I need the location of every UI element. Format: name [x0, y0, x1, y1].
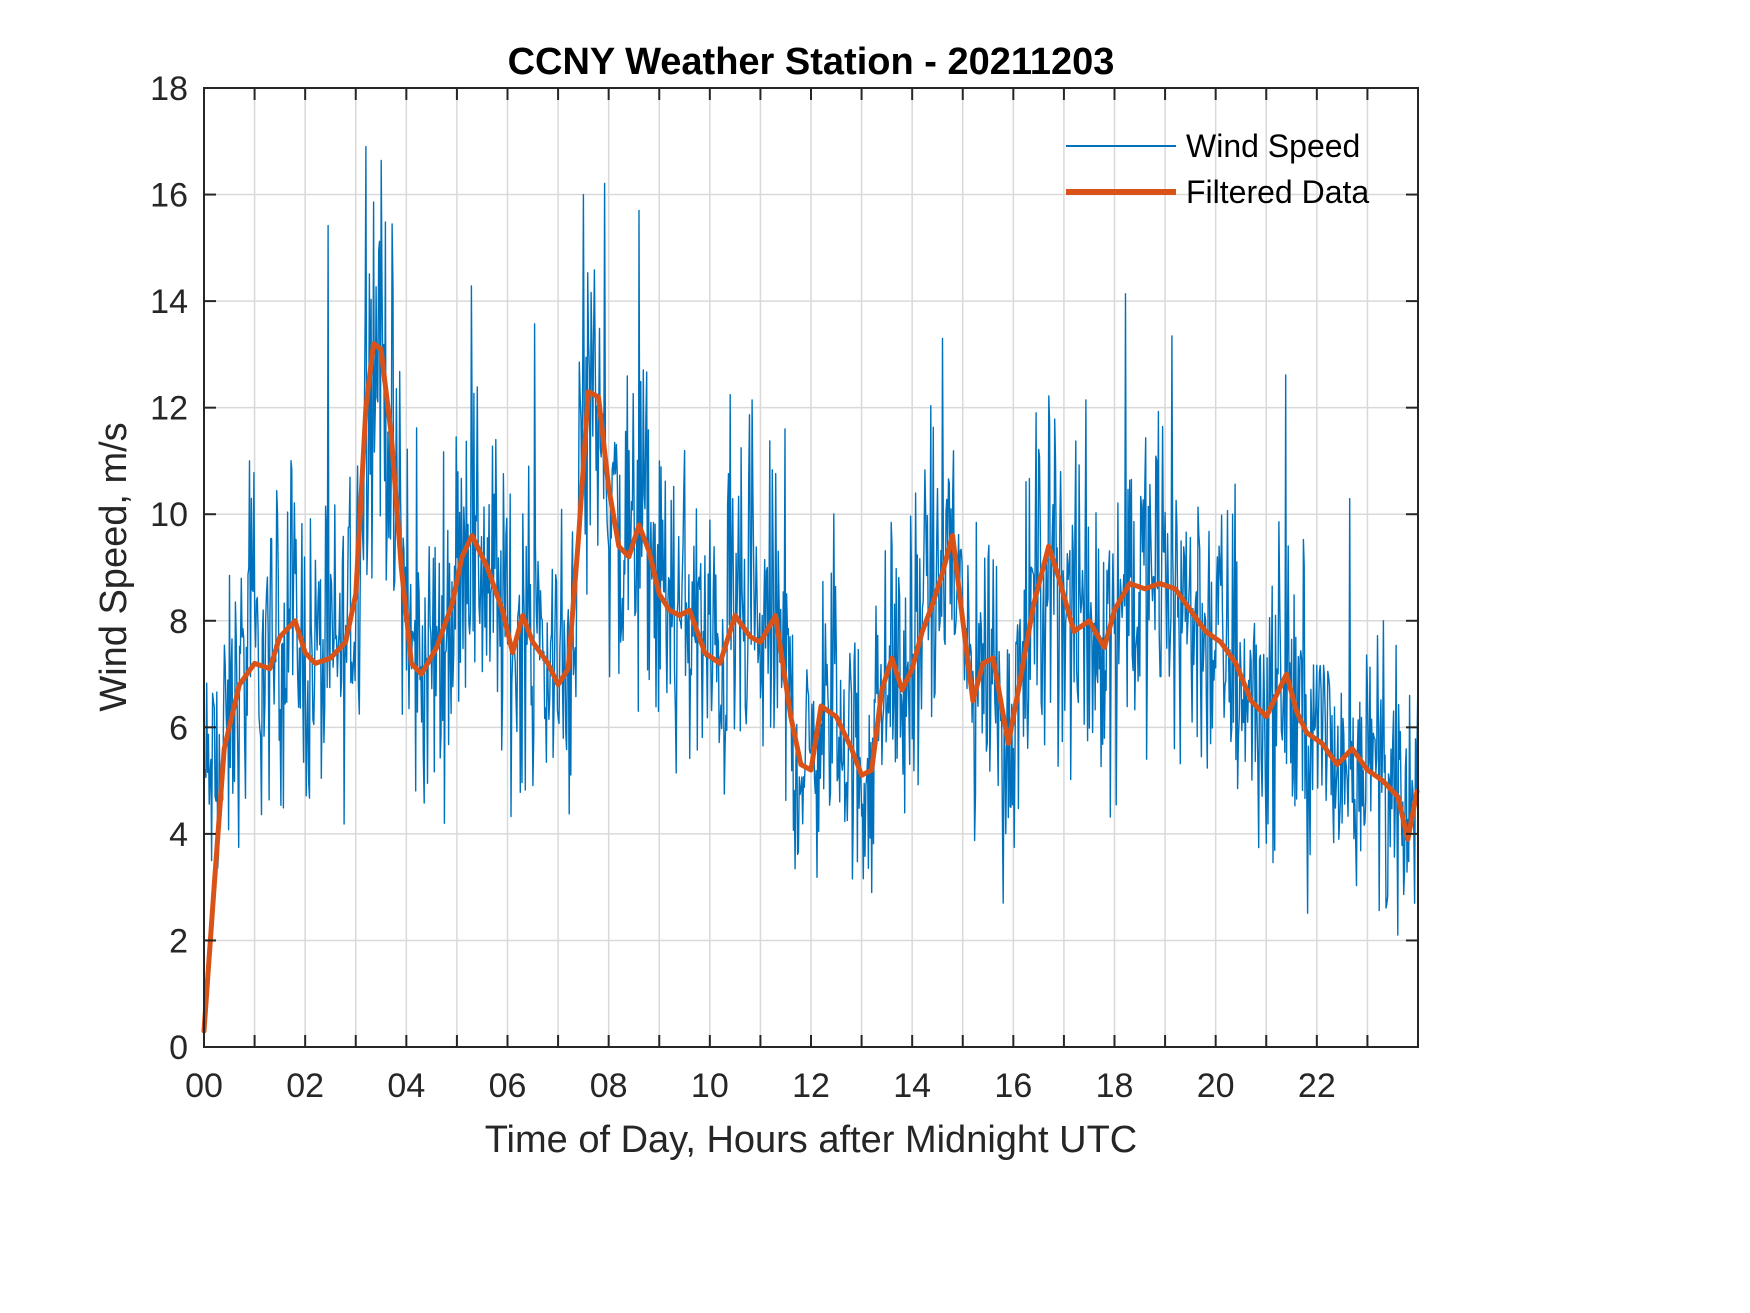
y-tick-label: 12 [150, 390, 188, 428]
y-tick-label: 2 [169, 922, 188, 960]
filtered-data-series [201, 341, 1420, 1034]
chart-title: CCNY Weather Station - 20211203 [508, 41, 1115, 83]
y-tick-label: 10 [150, 496, 188, 534]
x-tick-label: 10 [691, 1067, 729, 1105]
x-tick-label: 22 [1298, 1067, 1336, 1105]
y-tick-labels: 0 2 4 6 8 10 12 14 16 18 [150, 70, 188, 1067]
y-tick-label: 4 [169, 816, 188, 854]
x-tick-label: 02 [286, 1067, 324, 1105]
legend-filtered-data-label: Filtered Data [1186, 174, 1369, 210]
x-tick-label: 20 [1197, 1067, 1235, 1105]
y-tick-label: 0 [169, 1029, 188, 1067]
legend: Wind Speed Filtered Data [1066, 128, 1369, 210]
y-tick-label: 14 [150, 283, 188, 321]
y-tick-label: 16 [150, 177, 188, 215]
y-tick-label: 18 [150, 70, 188, 108]
x-tick-labels: 00 02 04 06 08 10 12 14 16 18 20 22 [185, 1067, 1336, 1105]
x-tick-label: 06 [489, 1067, 527, 1105]
y-axis-label: Wind Speed, m/s [93, 422, 135, 711]
x-tick-label: 08 [590, 1067, 628, 1105]
x-axis-label: Time of Day, Hours after Midnight UTC [485, 1119, 1138, 1161]
filtered-data-line [201, 341, 1420, 1034]
axis-ticks [204, 88, 1418, 1047]
x-tick-label: 04 [387, 1067, 425, 1105]
x-tick-label: 14 [893, 1067, 931, 1105]
legend-wind-speed-label: Wind Speed [1186, 128, 1360, 164]
x-tick-label: 18 [1096, 1067, 1134, 1105]
x-tick-label: 16 [994, 1067, 1032, 1105]
x-tick-label: 12 [792, 1067, 830, 1105]
wind-speed-line [204, 145, 1419, 936]
x-tick-label: 00 [185, 1067, 223, 1105]
y-tick-label: 8 [169, 603, 188, 641]
wind-speed-series [204, 145, 1419, 936]
y-tick-label: 6 [169, 709, 188, 747]
